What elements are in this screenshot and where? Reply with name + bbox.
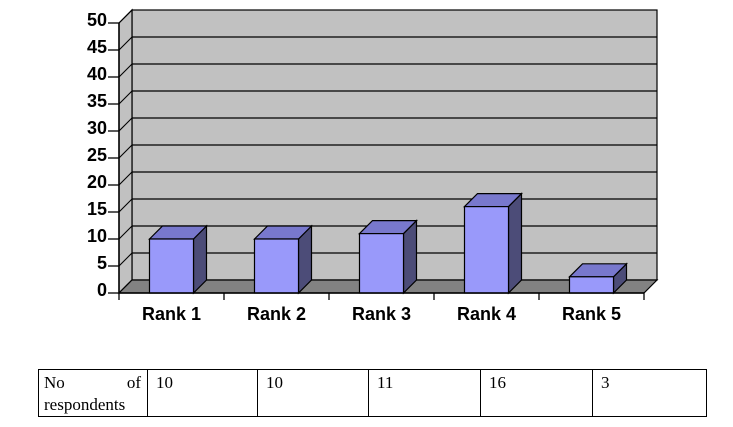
y-tick-label-5: 5 — [97, 253, 107, 273]
side-wall-grid-15 — [118, 198, 133, 213]
side-wall-grid-45 — [118, 36, 133, 51]
y-tick-label-30: 30 — [87, 118, 107, 138]
y-tick-label-50: 50 — [87, 10, 107, 30]
row-label-cell: No of respondents — [38, 369, 148, 417]
respondents-table: No of respondents 10 10 11 16 3 — [38, 369, 707, 417]
category-label-3: Rank 3 — [352, 304, 411, 324]
value-cell-rank5: 3 — [592, 369, 707, 417]
y-tick-label-45: 45 — [87, 37, 107, 57]
bar-rank-5 — [568, 276, 615, 294]
table-row: No of respondents 10 10 11 16 3 — [38, 369, 707, 417]
side-wall-grid-30 — [118, 117, 133, 132]
side-wall-grid-20 — [118, 171, 133, 186]
value-cell-rank4: 16 — [480, 369, 593, 417]
category-label-5: Rank 5 — [562, 304, 621, 324]
y-tick-label-15: 15 — [87, 199, 107, 219]
bar-rank-3 — [358, 233, 405, 294]
bar-rank-1 — [148, 238, 195, 294]
bar-rank-4-side — [507, 192, 523, 295]
category-label-1: Rank 1 — [142, 304, 201, 324]
y-tick-label-25: 25 — [87, 145, 107, 165]
y-tick-label-35: 35 — [87, 91, 107, 111]
side-wall-grid-50 — [118, 9, 133, 24]
bar-rank-2 — [253, 238, 300, 294]
side-wall-grid-35 — [118, 90, 133, 105]
value-cell-rank3: 11 — [368, 369, 481, 417]
category-label-2: Rank 2 — [247, 304, 306, 324]
side-wall-grid-10 — [118, 225, 133, 240]
y-tick-label-10: 10 — [87, 226, 107, 246]
y-tick-label-20: 20 — [87, 172, 107, 192]
category-label-4: Rank 4 — [457, 304, 516, 324]
bar-chart: 0 5 10 15 20 25 30 35 40 45 50 Rank 1 Rank 2 Rank 3 Ra… — [87, 8, 659, 324]
value-cell-rank1: 10 — [147, 369, 258, 417]
side-wall-grid-5 — [118, 252, 133, 267]
bar-rank-4 — [463, 206, 510, 294]
side-wall-grid-40 — [118, 63, 133, 78]
y-tick-label-0: 0 — [97, 280, 107, 300]
value-cell-rank2: 10 — [257, 369, 369, 417]
side-wall-grid-25 — [118, 144, 133, 159]
y-tick-label-40: 40 — [87, 64, 107, 84]
